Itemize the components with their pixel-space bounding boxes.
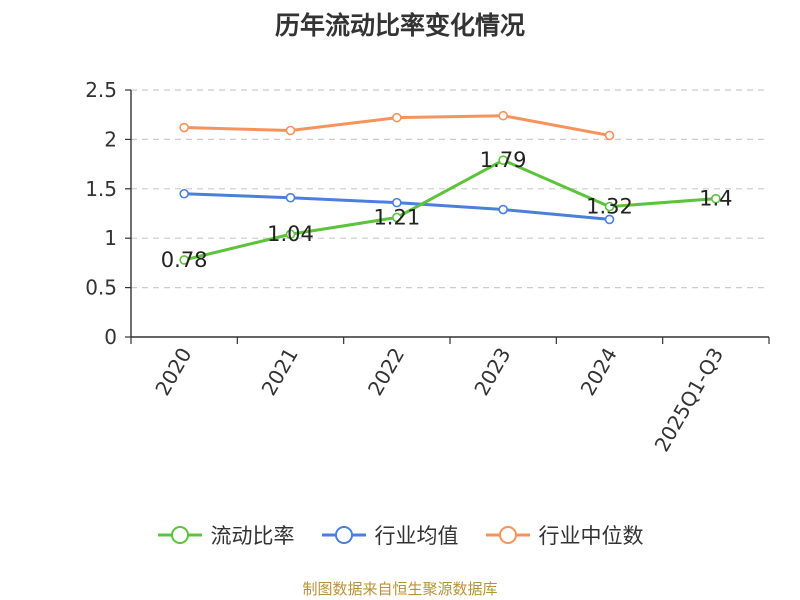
x-tick-label: 2020: [150, 344, 196, 400]
x-tick-label: 2021: [257, 344, 303, 400]
y-tick-label: 1.5: [85, 177, 117, 201]
data-point: [285, 125, 296, 136]
data-point: [498, 155, 508, 165]
series-line: [183, 158, 716, 262]
chart-title: 历年流动比率变化情况: [274, 11, 525, 40]
data-point: [604, 130, 615, 141]
legend-label: 流动比率: [210, 524, 295, 548]
data-label: 0.78: [161, 248, 208, 272]
data-point: [604, 214, 615, 225]
y-tick-label: 2: [104, 127, 117, 151]
data-label: 1.79: [480, 148, 527, 172]
data-point: [179, 188, 189, 199]
data-point: [392, 212, 402, 223]
series-points: [179, 110, 721, 265]
x-tick-label: 2022: [363, 344, 409, 400]
data-point: [392, 112, 402, 123]
data-point: [179, 255, 189, 265]
y-tick-labels: 0 0.5 1 1.5 2 2.5: [85, 78, 117, 349]
data-point: [179, 122, 189, 133]
data-label: 1.04: [267, 222, 314, 246]
x-tick-label: 2024: [576, 344, 622, 400]
legend-swatch-icon: [157, 526, 202, 544]
y-tick-label: 1: [104, 226, 117, 250]
data-label: 1.32: [586, 195, 633, 219]
legend: 流动比率 行业均值 行业中位数: [0, 520, 800, 550]
legend-swatch-icon: [321, 526, 366, 544]
legend-item[interactable]: 行业均值: [321, 520, 459, 550]
legend-item[interactable]: 流动比率: [157, 520, 295, 550]
legend-item[interactable]: 行业中位数: [485, 520, 644, 550]
source-note: 制图数据来自恒生聚源数据库: [302, 580, 498, 598]
legend-label: 行业中位数: [538, 524, 644, 548]
data-point: [498, 204, 508, 215]
y-tick-label: 0: [104, 325, 117, 349]
y-tick-label: 0.5: [85, 276, 117, 300]
y-tick-label: 2.5: [85, 78, 117, 102]
x-tick-labels: 2020 2021 2022 2023 2024 2025Q1-Q3: [150, 343, 728, 455]
data-labels: 0.78 1.04 1.21 1.79 1.32 1.4: [161, 148, 733, 272]
data-point: [498, 110, 508, 121]
legend-swatch-icon: [485, 526, 530, 544]
data-point: [604, 201, 615, 212]
data-label: 1.4: [699, 187, 732, 211]
data-point: [392, 197, 402, 208]
axes: [125, 89, 770, 344]
data-point: [285, 192, 296, 203]
legend-label: 行业均值: [374, 524, 459, 548]
data-point: [711, 193, 721, 204]
x-tick-label: 2025Q1-Q3: [649, 344, 728, 456]
data-label: 1.21: [373, 205, 420, 229]
x-tick-label: 2023: [469, 343, 515, 399]
data-point: [285, 229, 296, 240]
